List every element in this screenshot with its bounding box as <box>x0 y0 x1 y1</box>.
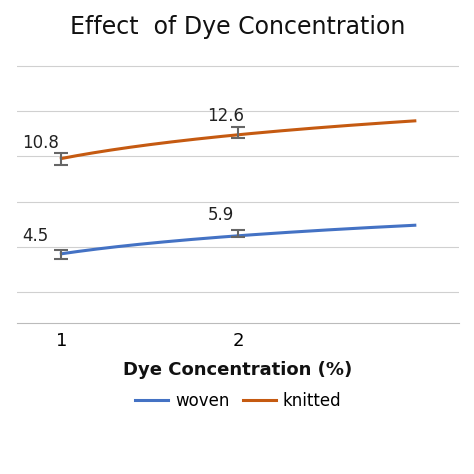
woven <box>275 230 281 236</box>
knitted <box>275 128 281 134</box>
Line: woven: woven <box>61 225 415 254</box>
Legend: woven, knitted: woven, knitted <box>128 385 348 417</box>
woven <box>379 224 384 230</box>
woven <box>268 231 273 237</box>
knitted <box>356 122 362 128</box>
woven <box>60 251 65 256</box>
knitted <box>379 120 384 126</box>
Text: 4.5: 4.5 <box>22 227 49 245</box>
Text: 5.9: 5.9 <box>208 206 234 224</box>
woven <box>269 230 274 236</box>
knitted <box>412 118 418 124</box>
Title: Effect  of Dye Concentration: Effect of Dye Concentration <box>71 15 406 39</box>
knitted <box>269 129 274 135</box>
X-axis label: Dye Concentration (%): Dye Concentration (%) <box>123 362 353 380</box>
woven <box>356 225 362 231</box>
woven <box>58 251 64 256</box>
woven <box>412 222 418 228</box>
knitted <box>58 155 64 161</box>
Line: knitted: knitted <box>61 121 415 158</box>
knitted <box>268 129 273 135</box>
Text: 12.6: 12.6 <box>208 107 245 125</box>
Text: 10.8: 10.8 <box>22 134 59 152</box>
knitted <box>60 155 65 161</box>
